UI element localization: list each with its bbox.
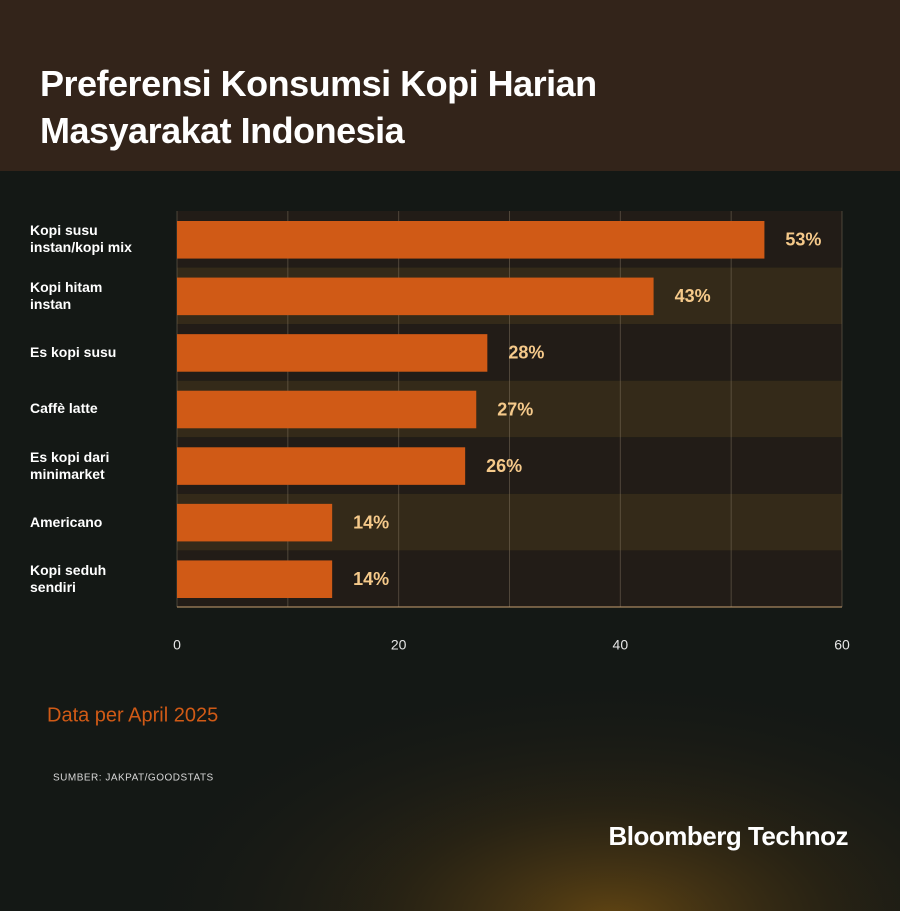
bar xyxy=(177,390,477,429)
y-tick-label: Caffè latte xyxy=(30,400,98,417)
y-tick-label: Es kopi susu xyxy=(30,343,117,360)
category-row: Es kopi dari minimarket xyxy=(30,437,170,494)
category-box: Kopi seduh sendiri xyxy=(30,550,170,607)
category-box: Caffè latte xyxy=(30,381,170,438)
chart-title: Preferensi Konsumsi Kopi Harian Masyarak… xyxy=(40,63,597,151)
value-label: 14% xyxy=(353,569,389,589)
x-tick-label: 0 xyxy=(173,637,181,653)
plot: 0 20 40 60 Kopi susu instan/kopi mix 53% Kopi … xyxy=(30,211,850,653)
bar xyxy=(177,503,333,542)
x-tick-label: 60 xyxy=(834,637,850,653)
category-box: Es kopi dari minimarket xyxy=(30,437,170,494)
category-box: Es kopi susu xyxy=(30,324,170,381)
title-box: Preferensi Konsumsi Kopi Harian Masyarak… xyxy=(40,63,597,151)
y-tick-label: Kopi seduh sendiri xyxy=(30,561,107,595)
category-box: Kopi hitam instan xyxy=(30,268,170,325)
y-tick-label: Kopi hitam instan xyxy=(30,278,103,312)
category-row: Caffè latte xyxy=(30,381,170,438)
y-tick-label: Es kopi dari minimarket xyxy=(30,448,110,482)
brand: Bloomberg Technoz xyxy=(609,821,849,851)
bar xyxy=(177,560,333,598)
value-label: 26% xyxy=(486,456,522,476)
category-row: Americano xyxy=(30,494,170,551)
y-tick-label: Kopi susu instan/kopi mix xyxy=(30,222,132,256)
bar xyxy=(177,447,466,485)
category-box: Americano xyxy=(30,494,170,551)
y-tick-label: Americano xyxy=(30,513,103,530)
source: SUMBER: JAKPAT/GOODSTATS xyxy=(53,773,214,784)
category-box: Kopi susu instan/kopi mix xyxy=(30,211,170,268)
bar xyxy=(177,334,488,372)
value-label: 27% xyxy=(497,399,533,419)
value-label: 28% xyxy=(508,343,544,363)
x-tick-label: 20 xyxy=(391,637,407,653)
category-row: Kopi hitam instan xyxy=(30,268,170,325)
value-label: 14% xyxy=(353,512,389,532)
category-row: Kopi susu instan/kopi mix xyxy=(30,211,170,268)
category-row: Es kopi susu xyxy=(30,324,170,381)
value-label: 53% xyxy=(785,230,821,250)
bar xyxy=(177,277,654,316)
bar xyxy=(177,221,765,259)
category-row: Kopi seduh sendiri xyxy=(30,550,170,607)
header-band xyxy=(0,0,900,171)
note: Data per April 2025 xyxy=(47,704,218,726)
x-tick-label: 40 xyxy=(613,637,629,653)
value-label: 43% xyxy=(675,286,711,306)
